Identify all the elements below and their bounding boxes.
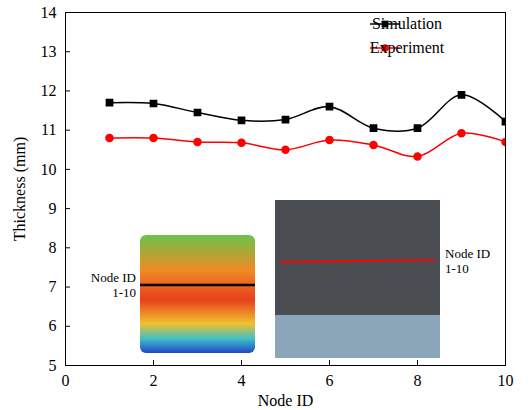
- svg-text:Node ID1-10: Node ID1-10: [445, 246, 490, 276]
- svg-text:Thickness (mm): Thickness (mm): [11, 137, 29, 241]
- svg-text:2: 2: [150, 372, 158, 389]
- svg-text:Node ID: Node ID: [258, 392, 314, 409]
- svg-text:13: 13: [41, 43, 57, 60]
- svg-text:Experiment: Experiment: [370, 39, 445, 57]
- svg-text:10: 10: [498, 372, 514, 389]
- svg-text:6: 6: [326, 372, 334, 389]
- svg-text:8: 8: [49, 239, 57, 256]
- svg-text:11: 11: [41, 121, 56, 138]
- svg-text:12: 12: [41, 82, 57, 99]
- svg-text:7: 7: [49, 278, 57, 295]
- svg-text:Simulation: Simulation: [372, 15, 442, 32]
- svg-text:10: 10: [41, 161, 57, 178]
- svg-text:14: 14: [41, 4, 57, 21]
- svg-text:4: 4: [238, 372, 246, 389]
- svg-text:0: 0: [62, 372, 70, 389]
- svg-text:9: 9: [49, 200, 57, 217]
- svg-text:8: 8: [414, 372, 422, 389]
- svg-text:6: 6: [49, 317, 57, 334]
- svg-text:Node ID1-10: Node ID1-10: [91, 270, 136, 300]
- svg-text:5: 5: [49, 357, 57, 374]
